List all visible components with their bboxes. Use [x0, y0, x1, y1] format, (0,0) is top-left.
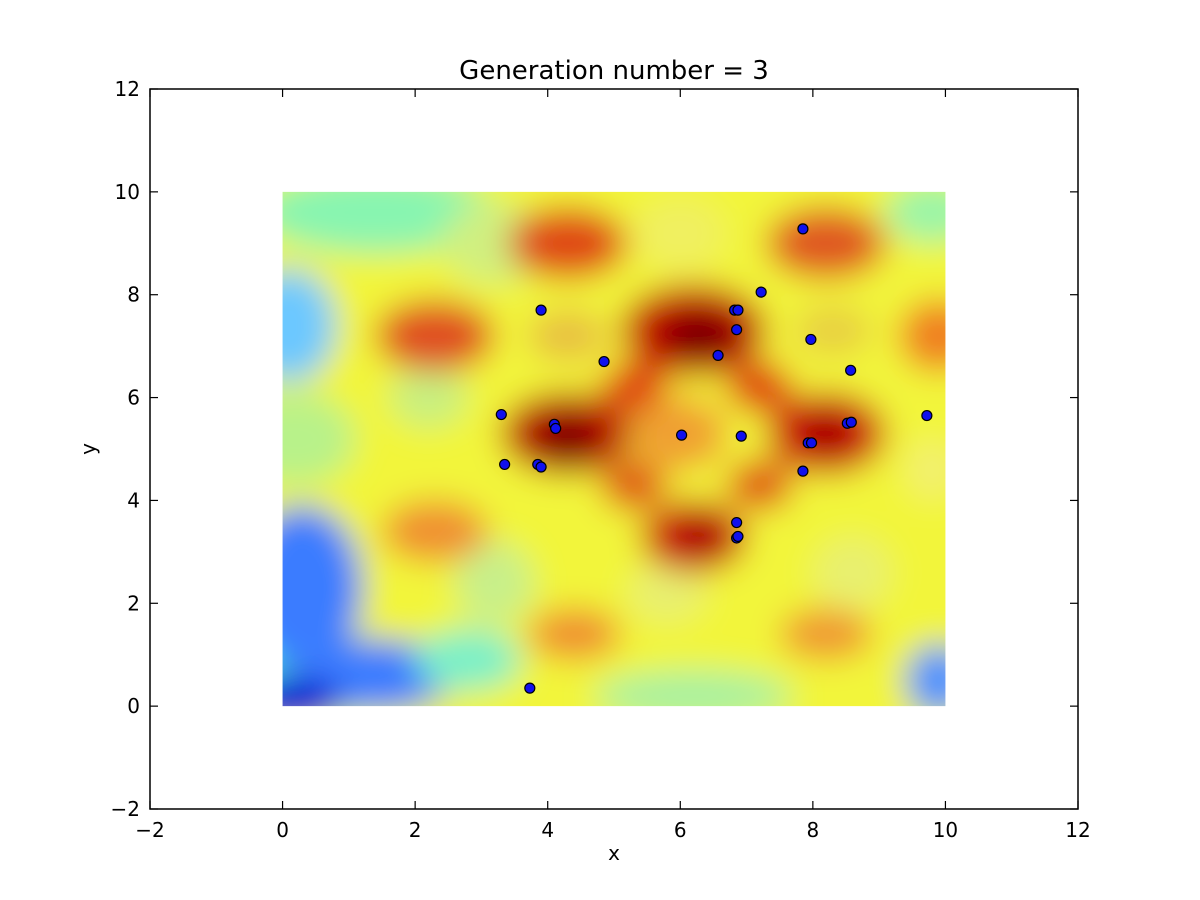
- scatter-point: [676, 429, 688, 441]
- scatter-point: [524, 682, 536, 694]
- scatter-point: [845, 416, 857, 428]
- x-tick-label: 10: [933, 818, 958, 842]
- x-tick-label: 4: [541, 818, 554, 842]
- scatter-point: [732, 304, 744, 316]
- scatter-point: [755, 286, 767, 298]
- scatter-point: [535, 461, 547, 473]
- scatter-point: [797, 223, 809, 235]
- x-axis-label: x: [608, 841, 620, 865]
- scatter-point: [598, 355, 610, 368]
- x-tick-label: 6: [674, 818, 687, 842]
- scatter-point: [735, 430, 747, 442]
- scatter-point: [921, 409, 933, 422]
- y-axis-label: y: [76, 443, 100, 455]
- heatmap: [282, 191, 946, 707]
- plot-frame: [149, 88, 1079, 810]
- y-tick-label: 2: [127, 591, 140, 615]
- y-tick-label: 12: [115, 77, 140, 101]
- scatter-point: [499, 458, 511, 471]
- scatter-point: [731, 324, 743, 336]
- scatter-point: [805, 437, 818, 449]
- y-ticks: −2 0 2 4 6 8 10 12: [111, 77, 1078, 821]
- x-tick-label: 8: [806, 818, 819, 842]
- y-tick-label: 6: [127, 386, 140, 410]
- scatter-point: [845, 364, 857, 376]
- y-tick-label: 8: [127, 283, 140, 307]
- scatter-point: [495, 408, 507, 421]
- scatter-point: [732, 530, 744, 543]
- scatter-point: [550, 422, 562, 435]
- chart-title: Generation number = 3: [459, 56, 769, 86]
- x-tick-label: 12: [1065, 818, 1090, 842]
- y-tick-label: −2: [111, 797, 140, 821]
- x-ticks: −2 0 2 4 6 8 10 12: [135, 89, 1091, 842]
- x-tick-label: −2: [135, 818, 164, 842]
- y-tick-label: 0: [127, 694, 140, 718]
- scatter-points: [495, 223, 933, 694]
- scatter-point: [712, 349, 724, 361]
- x-tick-label: 0: [276, 818, 289, 842]
- y-tick-label: 10: [115, 180, 140, 204]
- scatter-point: [797, 465, 809, 477]
- scatter-point: [731, 516, 743, 529]
- scatter-point: [535, 304, 547, 316]
- y-tick-label: 4: [127, 488, 140, 512]
- x-tick-label: 2: [409, 818, 422, 842]
- scatter-point: [805, 333, 817, 346]
